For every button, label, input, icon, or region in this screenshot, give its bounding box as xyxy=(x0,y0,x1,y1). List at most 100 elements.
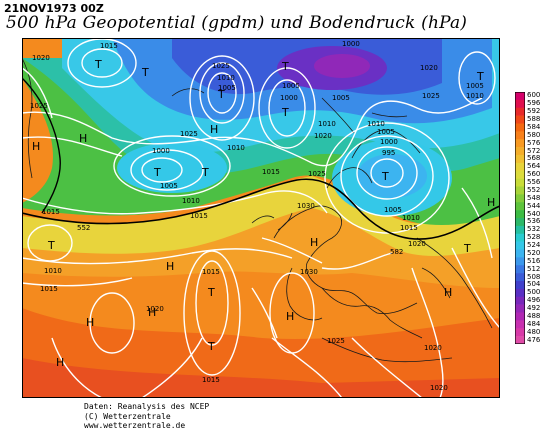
low-pressure-center: T xyxy=(281,60,289,73)
high-pressure-center: H xyxy=(310,236,318,249)
high-pressure-center: H xyxy=(148,306,156,319)
isobar-label: 1000 xyxy=(152,147,170,155)
legend-label: 512 xyxy=(527,264,540,273)
isobar-label: 1025 xyxy=(308,170,326,178)
legend-label: 496 xyxy=(527,296,540,305)
legend-label: 552 xyxy=(527,185,540,194)
high-pressure-center: H xyxy=(86,316,94,329)
legend-swatch xyxy=(515,99,525,109)
high-pressure-center: H xyxy=(210,123,218,136)
low-pressure-center: T xyxy=(476,70,484,83)
isobar-label: 1005 xyxy=(384,206,402,214)
low-pressure-center: T xyxy=(141,66,149,79)
isobar-label: 1015 xyxy=(40,285,58,293)
legend-label: 508 xyxy=(527,272,540,281)
legend-swatch xyxy=(515,336,525,344)
legend-label: 536 xyxy=(527,217,540,226)
low-pressure-center: T xyxy=(217,88,225,101)
legend-label: 492 xyxy=(527,304,540,313)
legend-swatch xyxy=(515,233,525,242)
legend-label: 588 xyxy=(527,115,540,124)
high-pressure-center: H xyxy=(32,140,40,153)
low-pressure-center: T xyxy=(47,239,55,252)
isobar-label: 1020 xyxy=(424,344,442,352)
high-pressure-center: H xyxy=(286,310,294,323)
low-pressure-center: T xyxy=(94,58,102,71)
isobar-label: 1015 xyxy=(202,268,220,276)
low-pressure-center: T xyxy=(207,286,215,299)
legend-label: 600 xyxy=(527,91,540,100)
legend-label: 584 xyxy=(527,122,540,131)
legend-label: 544 xyxy=(527,201,540,210)
low-pressure-center: T xyxy=(381,170,389,183)
legend-swatch xyxy=(515,288,525,298)
legend-label: 564 xyxy=(527,162,540,171)
legend-swatch xyxy=(515,115,525,124)
high-pressure-center: H xyxy=(444,286,452,299)
legend-label: 488 xyxy=(527,311,540,320)
isobar-label: 1005 xyxy=(377,128,395,136)
legend-label: 560 xyxy=(527,170,540,179)
legend-label: 480 xyxy=(527,327,540,336)
isobar-label: 1030 xyxy=(297,202,315,210)
isobar-label: 1020 xyxy=(146,305,164,313)
legend-swatch xyxy=(515,249,525,258)
map-date: 21NOV1973 00Z xyxy=(4,2,104,15)
legend-label: 520 xyxy=(527,248,540,257)
isobar-label: 1015 xyxy=(190,212,208,220)
legend-swatch xyxy=(515,178,525,187)
isobar-label: 1010 xyxy=(367,120,385,128)
isobar-label: 1015 xyxy=(100,42,118,50)
legend-swatch xyxy=(515,107,525,116)
legend-swatch xyxy=(515,281,525,290)
legend-label: 540 xyxy=(527,209,540,218)
isobar-label: 1010 xyxy=(227,144,245,152)
isobar-label-552: 552 xyxy=(77,224,90,232)
isobar-label: 1010 xyxy=(182,197,200,205)
high-pressure-center: H xyxy=(487,196,495,209)
legend-swatch xyxy=(515,265,525,274)
credit-line-data-source: Daten: Reanalysis des NCEP xyxy=(84,402,210,411)
legend-label: 484 xyxy=(527,319,540,328)
low-pressure-center: T xyxy=(207,340,215,353)
legend-swatch xyxy=(515,202,525,211)
isobar-label: 1000 xyxy=(342,40,360,48)
high-pressure-center: H xyxy=(56,356,64,369)
isobar-label: 1015 xyxy=(262,168,280,176)
legend-swatch xyxy=(515,225,525,235)
isobar-label: 1010 xyxy=(217,74,235,82)
isobar-label: 1005 xyxy=(332,94,350,102)
weather-map: 1015 1020 1025 1025 1025 1010 1005 1000 … xyxy=(22,38,500,398)
legend-swatch xyxy=(515,328,525,337)
legend-swatch xyxy=(515,304,525,313)
high-pressure-center: H xyxy=(166,260,174,273)
legend-label: 548 xyxy=(527,193,540,202)
credit-line-website: www.wetterzentrale.de xyxy=(84,421,186,430)
isobar-label: 1020 xyxy=(32,54,50,62)
legend-swatch xyxy=(515,241,525,250)
legend-label: 572 xyxy=(527,146,540,155)
legend-swatch xyxy=(515,162,525,172)
isobar-label: 1010 xyxy=(402,214,420,222)
credit-line-copyright: (C) Wetterzentrale xyxy=(84,411,171,421)
legend-label: 476 xyxy=(527,335,540,344)
legend-label: 568 xyxy=(527,154,540,163)
legend-label: 592 xyxy=(527,107,540,116)
isobar-label: 1025 xyxy=(212,62,230,70)
legend-swatch xyxy=(515,147,525,156)
legend-label: 524 xyxy=(527,241,540,250)
legend-label: 504 xyxy=(527,280,540,289)
legend-swatch xyxy=(515,131,525,140)
isobar-label: 1025 xyxy=(30,102,48,110)
legend-swatch xyxy=(515,210,525,219)
legend-label: 500 xyxy=(527,288,540,297)
data-credits: Daten: Reanalysis des NCEP (C) Wetterzen… xyxy=(84,402,209,431)
isobar-label: 1020 xyxy=(314,132,332,140)
legend-label: 516 xyxy=(527,256,540,265)
isobar-label: 1005 xyxy=(160,182,178,190)
isobar-label: 1020 xyxy=(420,64,438,72)
low-pressure-center: T xyxy=(201,166,209,179)
isobar-label: 1015 xyxy=(202,376,220,384)
high-pressure-center: H xyxy=(79,132,87,145)
isobar-label: 1010 xyxy=(466,92,484,100)
